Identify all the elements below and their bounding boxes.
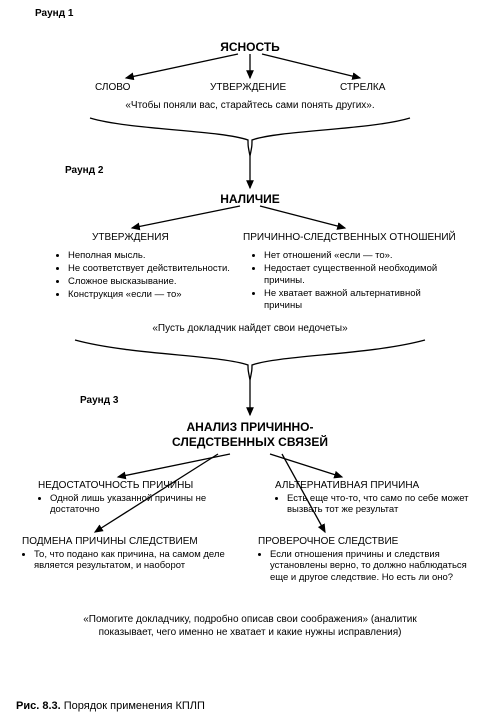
round3-label: Раунд 3 — [80, 395, 118, 406]
round1-quote: «Чтобы поняли вас, старайтесь сами понят… — [0, 100, 500, 111]
round2-right-heading: ПРИЧИННО-СЛЕДСТВЕННЫХ ОТНОШЕНИЙ — [243, 232, 456, 243]
round2-left-heading: УТВЕРЖДЕНИЯ — [92, 232, 169, 243]
round3-bl: ПОДМЕНА ПРИЧИНЫ СЛЕДСТВИЕМ То, что подан… — [22, 536, 237, 573]
r2r-item-1: Нет отношений «если — то». — [264, 250, 452, 262]
r3tl-item-1: Одной лишь указанной причины не достаточ… — [50, 493, 228, 517]
round2-label: Раунд 2 — [65, 165, 103, 176]
r3br-item-1: Если отношения причины и следствия устан… — [270, 549, 486, 585]
r2l-item-4: Конструкция «если — то» — [68, 289, 231, 301]
round3-bl-heading: ПОДМЕНА ПРИЧИНЫ СЛЕДСТВИЕМ — [22, 536, 237, 549]
round3-heading: АНАЛИЗ ПРИЧИННО- СЛЕДСТВЕННЫХ СВЯЗЕЙ — [0, 420, 500, 450]
round3-tr: АЛЬТЕРНАТИВНАЯ ПРИЧИНА Есть еще что-то, … — [275, 480, 470, 517]
round1-branch-2: УТВЕРЖДЕНИЕ — [210, 82, 286, 93]
round1-branch-3: СТРЕЛКА — [340, 82, 385, 93]
round3-br: ПРОВЕРОЧНОЕ СЛЕДСТВИЕ Если отношения при… — [258, 536, 486, 585]
round2-quote: «Пусть докладчик найдет свои недочеты» — [0, 323, 500, 334]
round2-heading: НАЛИЧИЕ — [0, 192, 500, 206]
page-root: Раунд 1 ЯСНОСТЬ СЛОВО УТВЕРЖДЕНИЕ СТРЕЛК… — [0, 0, 500, 726]
round3-tl-heading: НЕДОСТАТОЧНОСТЬ ПРИЧИНЫ — [38, 480, 228, 493]
caption-text: Порядок применения КПЛП — [64, 700, 205, 712]
round1-heading: ЯСНОСТЬ — [0, 40, 500, 54]
r2l-item-2: Не соответствует действи­тельности. — [68, 263, 231, 275]
round3-br-heading: ПРОВЕРОЧНОЕ СЛЕДСТВИЕ — [258, 536, 486, 549]
caption-bold: Рис. 8.3. — [16, 700, 61, 712]
round3-quote: «Помогите докладчику, подробно описав св… — [0, 613, 500, 639]
round1-branch-1: СЛОВО — [95, 82, 130, 93]
r2r-item-3: Не хватает важной альтернативной причины — [264, 288, 452, 312]
round2-right-bullets: Нет отношений «если — то». Недостает сущ… — [252, 250, 452, 312]
r2l-item-3: Сложное высказывание. — [68, 276, 231, 288]
figure-caption: Рис. 8.3. Порядок применения КПЛП — [16, 700, 205, 712]
r2l-item-1: Неполная мысль. — [68, 250, 231, 262]
r3bl-item-1: То, что подано как причина, на самом дел… — [34, 549, 237, 573]
round3-tl: НЕДОСТАТОЧНОСТЬ ПРИЧИНЫ Одной лишь указа… — [38, 480, 228, 517]
r3tr-item-1: Есть еще что-то, что само по себе может … — [287, 493, 470, 517]
round1-label: Раунд 1 — [35, 8, 73, 19]
round2-left-bullets: Неполная мысль. Не соответствует действи… — [56, 250, 231, 302]
round3-tr-heading: АЛЬТЕРНАТИВНАЯ ПРИЧИНА — [275, 480, 470, 493]
r2r-item-2: Недостает существенной необхо­димой прич… — [264, 263, 452, 287]
